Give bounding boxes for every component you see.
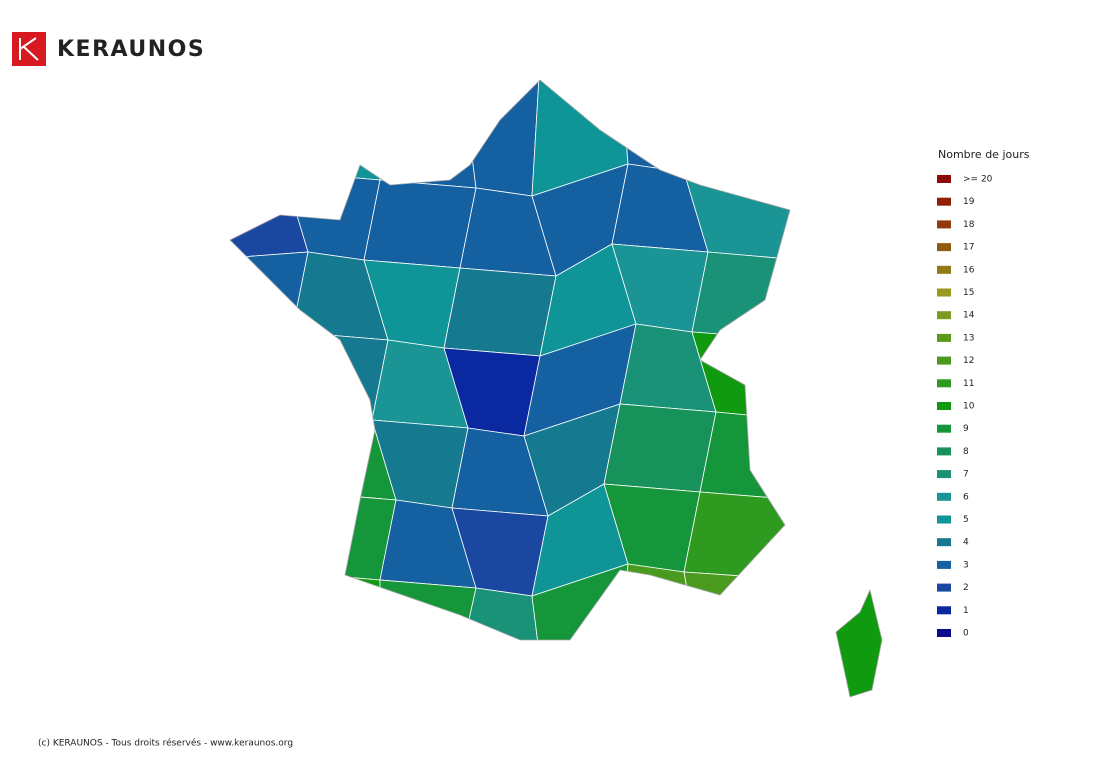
legend-label: 0 bbox=[963, 629, 969, 639]
legend-label: 3 bbox=[963, 560, 969, 570]
legend-swatch bbox=[937, 220, 951, 229]
legend-label: 4 bbox=[963, 538, 969, 548]
legend-swatch bbox=[937, 288, 951, 297]
legend-label: 1 bbox=[963, 606, 969, 616]
department-area bbox=[691, 251, 790, 341]
legend-swatch bbox=[937, 379, 951, 388]
legend-label: 18 bbox=[963, 220, 975, 230]
legend-swatch bbox=[937, 243, 951, 252]
legend-label: 13 bbox=[963, 333, 974, 343]
department-area bbox=[363, 179, 477, 269]
department-area bbox=[683, 80, 790, 181]
department-area bbox=[619, 80, 701, 173]
department-area bbox=[443, 267, 557, 357]
legend-swatch bbox=[937, 606, 951, 615]
department-area bbox=[283, 80, 381, 181]
legend-swatch bbox=[937, 447, 951, 456]
legend-swatch bbox=[937, 583, 951, 592]
footer: (c) KERAUNOS - Tous droits réservés - ww… bbox=[38, 738, 293, 749]
legend-label: 9 bbox=[963, 424, 969, 434]
legend-swatch bbox=[937, 470, 951, 479]
department-area bbox=[603, 403, 717, 493]
legend-label: 11 bbox=[963, 379, 974, 389]
logo-mark bbox=[12, 32, 46, 66]
brand: KERAUNOS bbox=[57, 37, 205, 62]
department-area bbox=[699, 411, 790, 501]
overlay bbox=[229, 79, 883, 698]
legend-swatch bbox=[937, 629, 951, 637]
legend-label: 5 bbox=[963, 515, 969, 525]
legend-swatch bbox=[937, 265, 951, 274]
department-area bbox=[683, 491, 790, 581]
department-area bbox=[283, 571, 381, 640]
department-area bbox=[230, 251, 309, 341]
legend-label: 19 bbox=[963, 197, 975, 207]
legend-swatch bbox=[937, 538, 951, 547]
legend-title: Nombre de jours bbox=[938, 148, 1030, 161]
legend-swatch bbox=[937, 333, 951, 342]
legend-swatch bbox=[937, 424, 951, 433]
legend-label: 14 bbox=[963, 311, 975, 321]
corsica bbox=[835, 588, 883, 698]
department-area bbox=[283, 491, 397, 581]
legend-swatch bbox=[937, 175, 951, 183]
legend-label: >= 20 bbox=[963, 175, 993, 185]
legend-swatch bbox=[937, 356, 951, 365]
legend-swatch bbox=[937, 402, 951, 410]
legend-swatch bbox=[937, 515, 951, 524]
legend-swatch bbox=[937, 197, 951, 206]
legend-swatch bbox=[937, 560, 951, 569]
department-area bbox=[611, 163, 709, 253]
legend-label: 16 bbox=[963, 265, 975, 275]
department-area bbox=[291, 331, 389, 421]
legend-label: 12 bbox=[963, 356, 974, 366]
legend-label: 2 bbox=[963, 583, 969, 593]
legend-swatch bbox=[937, 492, 951, 501]
legend-label: 6 bbox=[963, 492, 969, 502]
legend-label: 10 bbox=[963, 402, 975, 412]
department-area bbox=[683, 571, 790, 640]
legend-label: 8 bbox=[963, 447, 969, 457]
legend-swatch bbox=[937, 311, 951, 320]
france-outline bbox=[229, 79, 791, 641]
legend-label: 15 bbox=[963, 288, 974, 298]
legend-label: 17 bbox=[963, 243, 974, 253]
logo-glyph bbox=[19, 37, 39, 61]
legend-label: 7 bbox=[963, 470, 969, 480]
france-map bbox=[230, 80, 790, 640]
department-area bbox=[379, 80, 477, 189]
